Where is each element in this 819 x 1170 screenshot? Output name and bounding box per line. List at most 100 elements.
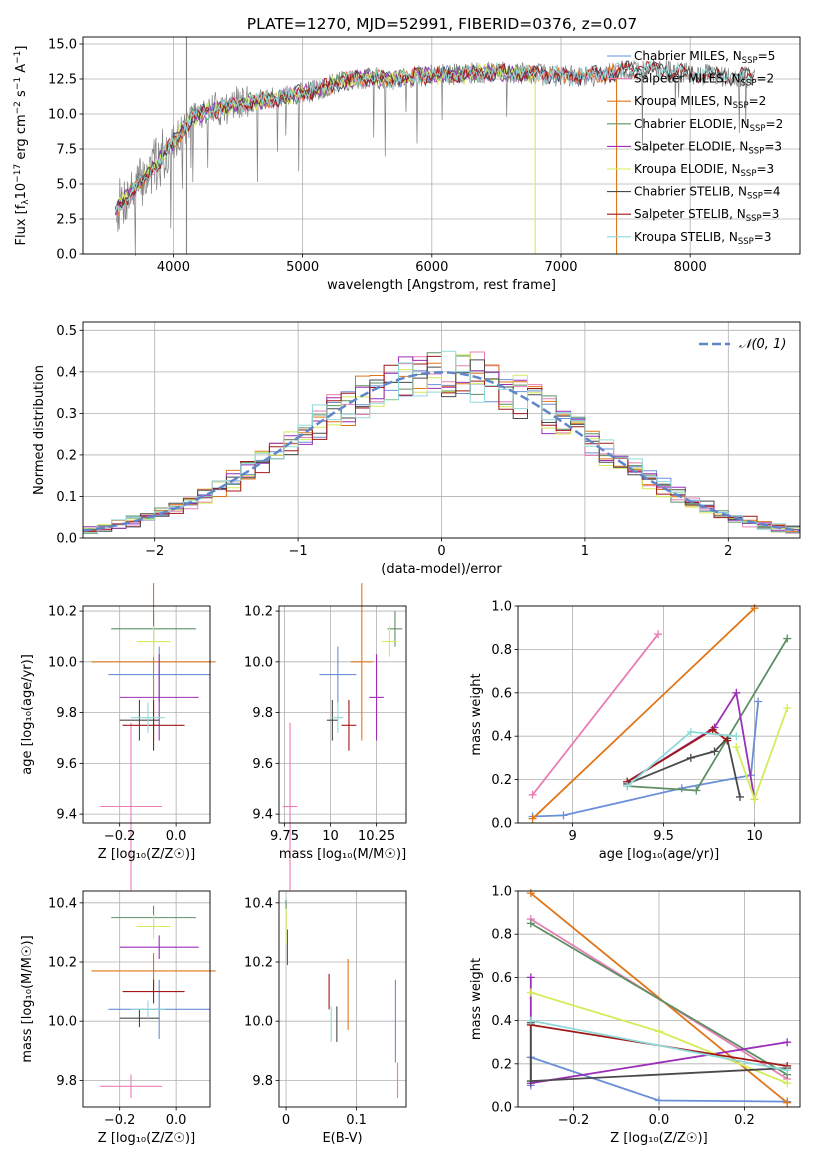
y-label-part: −1 bbox=[13, 51, 23, 64]
y-label-part: erg cm bbox=[14, 114, 29, 163]
y-tick-label: 0.0 bbox=[491, 817, 512, 832]
x-tick-label: 8000 bbox=[674, 260, 707, 275]
weight-marker bbox=[783, 1079, 792, 1088]
legend-series-name: Salpeter ELODIE, N bbox=[634, 139, 748, 153]
y-tick-label: 10.0 bbox=[48, 655, 77, 670]
gridlines bbox=[279, 606, 406, 823]
y-tick-label: 1.0 bbox=[491, 600, 512, 615]
y-label-part: A bbox=[14, 64, 29, 77]
y-axis-label: mass weight bbox=[469, 958, 484, 1040]
y-tick-label: 9.8 bbox=[56, 706, 77, 721]
legend-series-name: Chabrier ELODIE, N bbox=[634, 117, 750, 131]
weight-marker bbox=[708, 725, 717, 734]
y-tick-label: 10.0 bbox=[48, 1015, 77, 1030]
y-tick-label: 12.5 bbox=[48, 73, 77, 88]
x-tick-label: 6000 bbox=[415, 260, 448, 275]
y-tick-label: 10.2 bbox=[244, 956, 273, 971]
axes-frame bbox=[82, 321, 801, 539]
x-axis-label: mass [log₁₀(M/M☉)] bbox=[279, 847, 406, 862]
weight-marker bbox=[783, 703, 792, 712]
weight-marker bbox=[750, 795, 759, 804]
y-tick-label: 10.2 bbox=[48, 956, 77, 971]
plot-area bbox=[114, 37, 756, 257]
x-tick-label: 0.2 bbox=[734, 1113, 755, 1128]
x-axis-label: Z [log₁₀(Z/Z☉)] bbox=[98, 1131, 195, 1146]
legend-entry: Salpeter STELIB, NSSP=3 bbox=[634, 207, 779, 224]
x-axis-label: wavelength [Angstrom, rest frame] bbox=[327, 278, 556, 293]
weight-marker bbox=[783, 634, 792, 643]
x-tick-label: 0 bbox=[282, 1113, 290, 1128]
y-tick-label: 0.0 bbox=[56, 248, 77, 263]
weight-marker bbox=[783, 1066, 792, 1075]
y-label-part: 10 bbox=[14, 183, 29, 200]
weight-marker bbox=[623, 782, 632, 791]
x-tick-label: 0.0 bbox=[166, 829, 187, 844]
model-line-salpeter-miles bbox=[114, 64, 620, 213]
plot-area bbox=[282, 583, 403, 891]
y-tick-label: 0.6 bbox=[491, 971, 512, 986]
x-tick-label: 1 bbox=[581, 544, 589, 559]
weight-marker bbox=[686, 753, 695, 762]
x-tick-label: −0.2 bbox=[104, 829, 136, 844]
y-tick-label: 0.1 bbox=[56, 490, 77, 505]
plot-area bbox=[285, 899, 399, 1099]
weight-marker bbox=[528, 814, 537, 823]
y-tick-label: 9.8 bbox=[252, 1074, 273, 1089]
weight-marker bbox=[750, 604, 759, 613]
legend-nssp: =3 bbox=[754, 230, 772, 244]
y-axis-label: Flux [fλ​10−17​ erg cm−2​ s−1​ A−1​] bbox=[13, 46, 31, 246]
x-tick-label: 0 bbox=[437, 544, 445, 559]
legend-entry: Chabrier MILES, NSSP=5 bbox=[634, 49, 775, 66]
y-tick-label: 10.4 bbox=[48, 896, 77, 911]
y-tick-label: 10.2 bbox=[48, 605, 77, 620]
weight-marker bbox=[654, 630, 663, 639]
weight-line-salpeter-elodie bbox=[626, 690, 756, 800]
weight-marker bbox=[559, 811, 568, 820]
panel-weight-vs-Z: −0.2 0.0 0.2 0.0 0.2 0.4 0.6 0.8 1.0 Z [log₁₀(Z/Z… bbox=[469, 885, 801, 1146]
weight-marker bbox=[732, 732, 741, 741]
y-tick-label: 9.8 bbox=[252, 706, 273, 721]
weight-marker bbox=[783, 1038, 792, 1047]
legend-nssp: =3 bbox=[756, 162, 774, 176]
legend-nssp: =2 bbox=[749, 94, 767, 108]
x-axis-label: Z [log₁₀(Z/Z☉)] bbox=[610, 1131, 707, 1146]
x-tick-label: 9 bbox=[568, 829, 576, 844]
legend-nssp: =3 bbox=[762, 207, 780, 221]
y-axis-label: age [log₁₀(age/yr)] bbox=[20, 654, 35, 775]
weight-marker bbox=[732, 743, 741, 752]
x-tick-label: 10.25 bbox=[358, 829, 395, 844]
y-tick-label: 10.0 bbox=[48, 108, 77, 123]
legend-subscript: SSP bbox=[747, 192, 763, 202]
weight-marker bbox=[735, 792, 744, 801]
y-tick-label: 0.5 bbox=[56, 324, 77, 339]
axes-frame bbox=[517, 605, 801, 824]
plot-area bbox=[526, 889, 792, 1107]
legend-subscript: SSP bbox=[748, 146, 764, 156]
gridlines bbox=[279, 891, 406, 1107]
weight-marker bbox=[526, 1016, 535, 1025]
weight-line-kroupa-miles bbox=[530, 892, 788, 1104]
weight-marker bbox=[526, 973, 535, 982]
y-tick-label: 9.8 bbox=[56, 1074, 77, 1089]
y-tick-label: 15.0 bbox=[48, 38, 77, 53]
y-tick-label: 10.2 bbox=[244, 605, 273, 620]
weight-line-kroupa-elodie bbox=[735, 707, 789, 802]
legend-entry: Chabrier STELIB, NSSP=4 bbox=[634, 185, 781, 202]
y-tick-label: 0.4 bbox=[491, 1014, 512, 1029]
legend-series-name: Chabrier MILES, N bbox=[634, 49, 742, 63]
panel-mass-vs-Z: −0.2 0.0 9.8 10.0 10.2 10.4 Z [log₁₀(Z/Z☉)] mas… bbox=[20, 890, 216, 1146]
gaussian-curve bbox=[82, 371, 801, 532]
weight-marker bbox=[710, 747, 719, 756]
y-tick-label: 0.4 bbox=[56, 365, 77, 380]
x-axis-label: (data-model)/error bbox=[381, 562, 502, 577]
legend-entry: 𝒩(0, 1) bbox=[739, 337, 786, 352]
weight-marker bbox=[692, 786, 701, 795]
weight-marker bbox=[655, 1027, 663, 1036]
legend-nssp: =2 bbox=[766, 117, 784, 131]
legend-entry: Salpeter ELODIE, NSSP=3 bbox=[634, 139, 782, 156]
weight-marker bbox=[526, 988, 535, 997]
y-tick-label: 9.4 bbox=[252, 808, 273, 823]
x-tick-label: −1 bbox=[289, 544, 308, 559]
legend-entry: Salpeter MILES, NSSP=2 bbox=[634, 72, 774, 89]
